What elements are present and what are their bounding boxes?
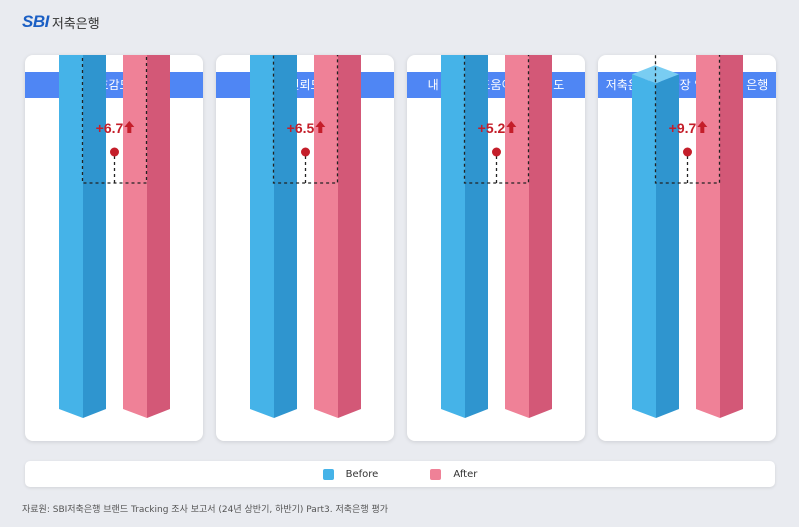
delta-dot xyxy=(110,147,119,157)
bar-before xyxy=(250,55,297,418)
legend-swatch-before xyxy=(322,468,334,480)
bar-before-side xyxy=(274,55,297,418)
brand-logo: SBI 저축은행 xyxy=(22,12,100,32)
legend-label-before: Before xyxy=(345,468,379,480)
legend-swatch-after xyxy=(430,468,442,480)
legend-label-after: After xyxy=(453,468,478,480)
bracket-line xyxy=(463,55,530,184)
brand-name: 저축은행 xyxy=(51,16,100,32)
bar-after-front xyxy=(314,55,338,418)
delta-label: +9.7 xyxy=(669,120,697,136)
brand-mark: SBI xyxy=(22,12,49,31)
chart-panel-2: 신뢰도 60.767.2+6.5 xyxy=(216,55,394,441)
bar-after-front xyxy=(505,55,529,418)
up-arrow-icon xyxy=(315,121,326,133)
delta-label: +6.5 xyxy=(287,120,315,136)
delta-label: +5.2 xyxy=(478,120,506,136)
panel-chart: 60.767.2+6.5 xyxy=(250,55,361,418)
bar-after-front xyxy=(696,55,720,418)
legend: Before After xyxy=(25,461,775,487)
bar-before xyxy=(59,55,106,418)
bar-after-side xyxy=(147,55,170,418)
chart-panel-3: 내 생활에 도움이 되는 정도 62.667.8+5.2 xyxy=(407,55,585,441)
panel-title: 호감도 xyxy=(25,72,203,98)
chart-panel-4: 저축은행 중 가장 앞서 가는 은행 55.064.7+9.7 xyxy=(598,55,776,441)
up-arrow-icon xyxy=(124,121,135,133)
source-note: 자료원: SBI저축은행 브랜드 Tracking 조사 보고서 (24년 상반… xyxy=(22,505,389,515)
panel-chart: 62.667.8+5.2 xyxy=(441,55,552,418)
bar-after-side xyxy=(720,55,743,418)
bar-after xyxy=(123,55,170,418)
delta-dot xyxy=(301,147,310,157)
bar-before-side xyxy=(465,55,488,418)
bar-before xyxy=(441,55,488,418)
legend-item-before: Before xyxy=(322,468,379,480)
chart-panel-1: 호감도 63.269.9+6.7 xyxy=(25,55,203,441)
delta-dot xyxy=(683,147,692,157)
bar-before xyxy=(632,65,679,418)
up-arrow-icon xyxy=(697,121,708,133)
legend-item-after: After xyxy=(430,468,478,480)
bar-after-front xyxy=(123,55,147,418)
bar-before-front xyxy=(250,55,274,418)
up-arrow-icon xyxy=(506,121,517,133)
bar-before-front xyxy=(441,55,465,418)
bar-after xyxy=(505,55,552,418)
delta-dot xyxy=(492,147,501,157)
delta-label: +6.7 xyxy=(96,120,124,136)
bar-after xyxy=(314,55,361,418)
bar-before-front xyxy=(59,55,83,418)
panel-chart: 63.269.9+6.7 xyxy=(59,55,170,418)
bar-after-side xyxy=(529,55,552,418)
bar-after xyxy=(696,55,743,418)
bar-before-side xyxy=(83,55,106,418)
bar-before-side xyxy=(656,74,679,418)
bar-before-front xyxy=(632,74,656,418)
panel-chart: 55.064.7+9.7 xyxy=(632,55,743,418)
bar-after-side xyxy=(338,55,361,418)
